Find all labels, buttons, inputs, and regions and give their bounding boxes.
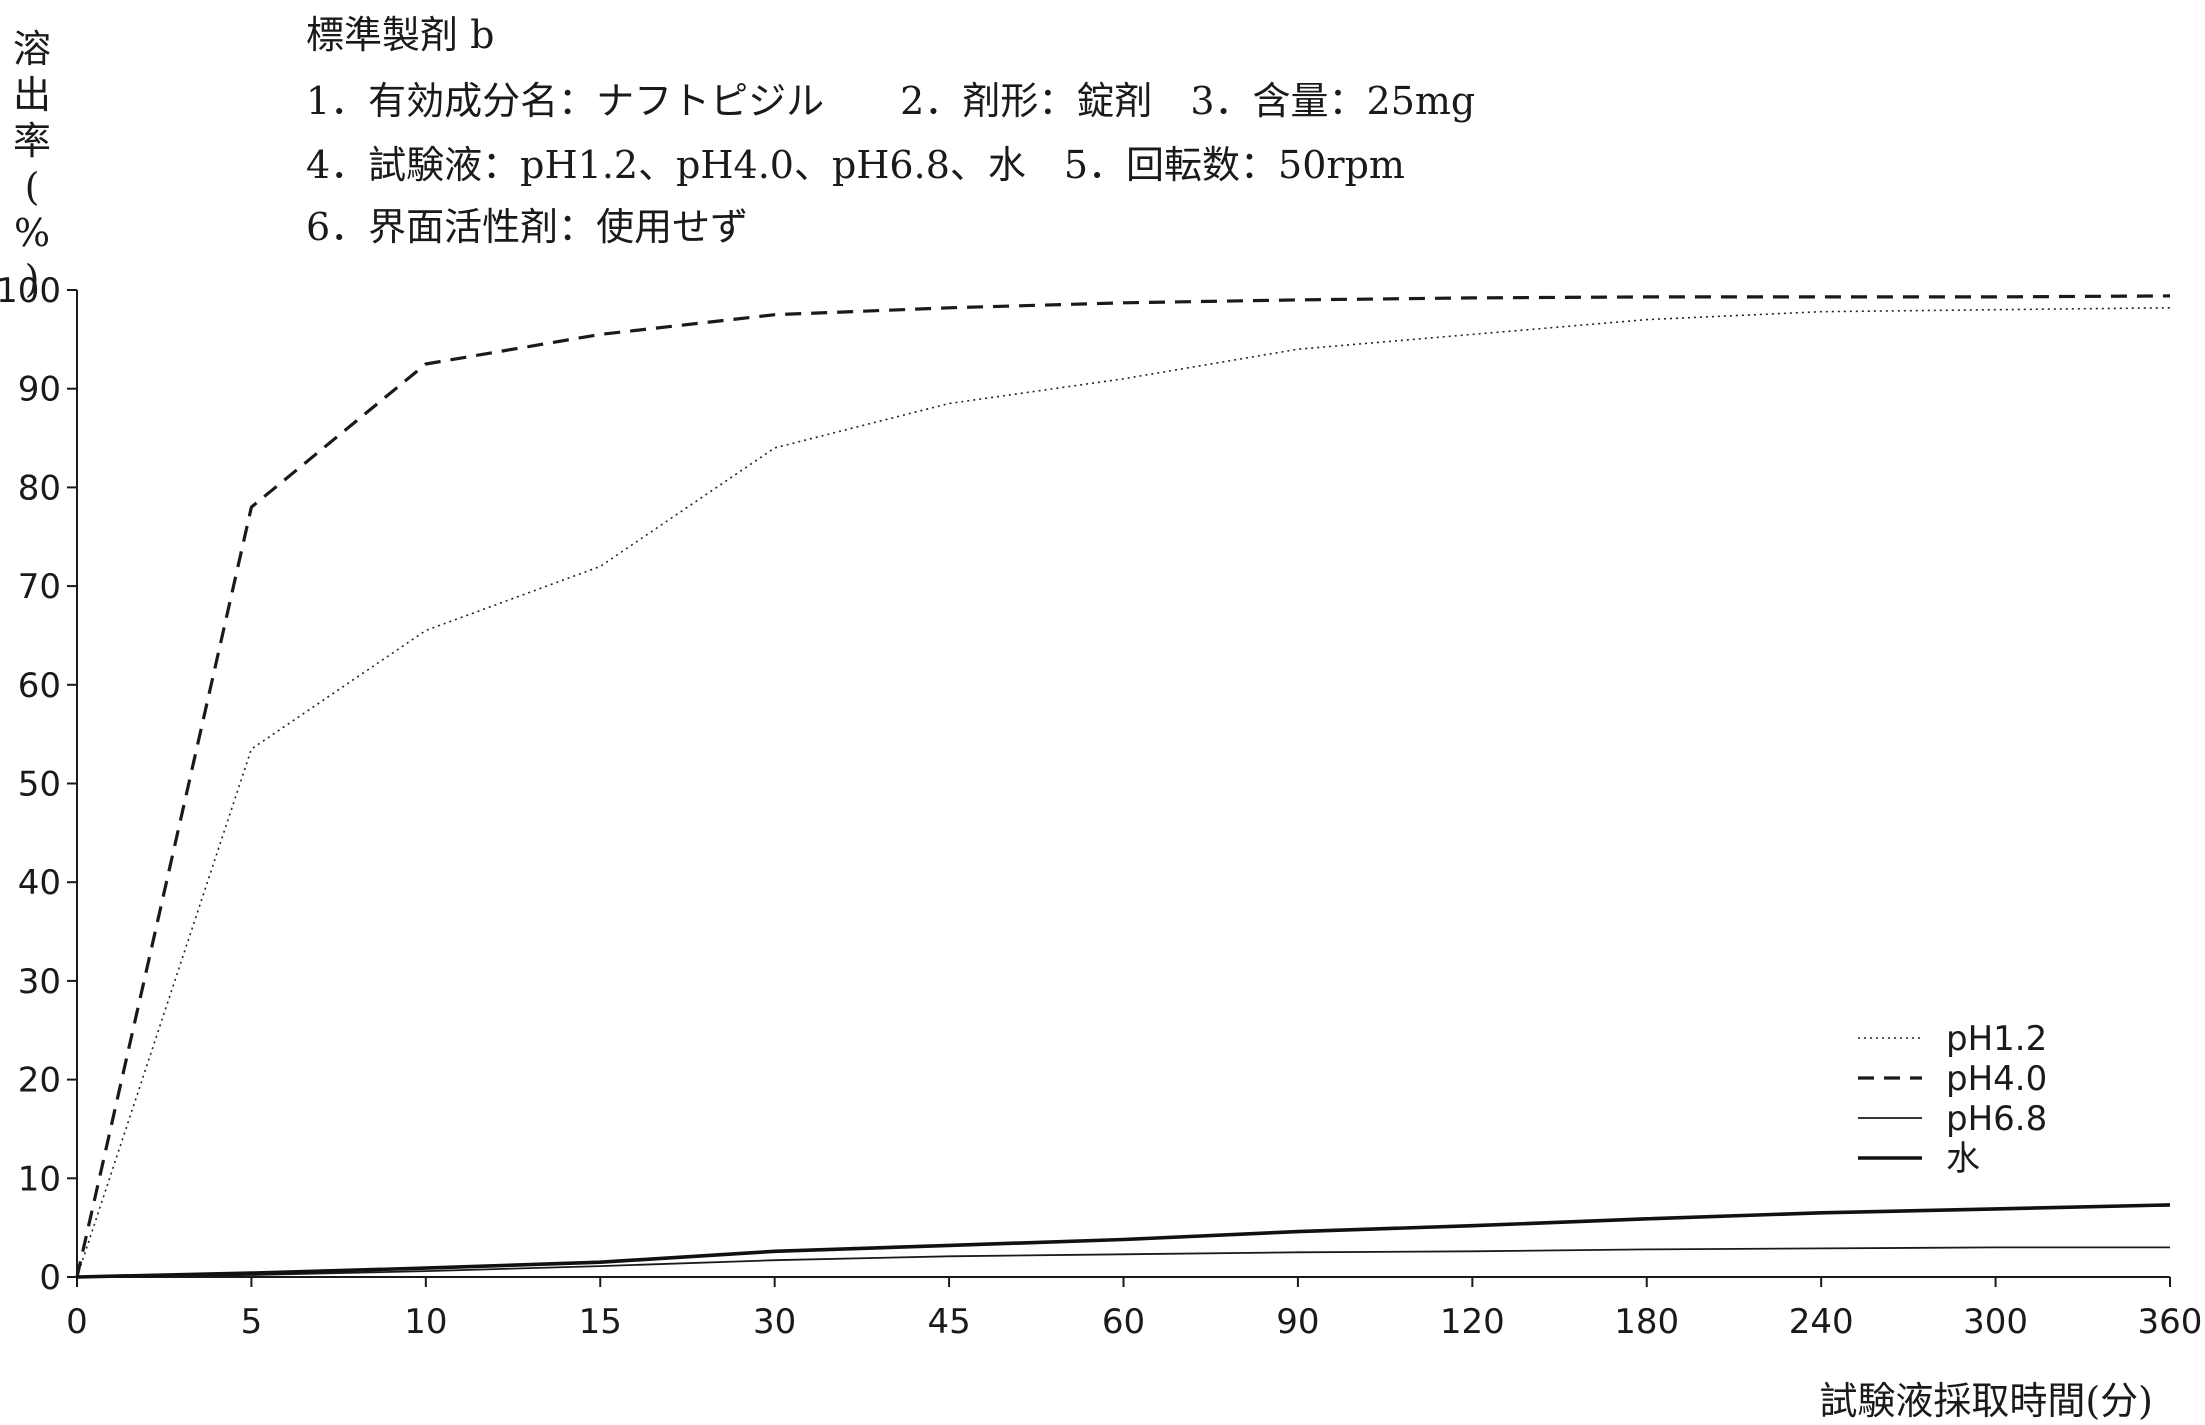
x-tick-label: 15 — [579, 1302, 622, 1342]
x-tick-label: 60 — [1102, 1302, 1145, 1342]
chart-header-line-2: 4．試験液：pH1.2、pH4.0、pH6.8、水 5．回転数：50rpm — [306, 143, 1405, 187]
y-axis-label-char: % — [13, 211, 51, 255]
series-line-3 — [76, 1246, 2170, 1278]
y-axis-label-char: 出 — [12, 73, 51, 117]
x-axis-label: 試験液採取時間(分) — [1819, 1379, 2153, 1423]
y-tick-label: 60 — [18, 666, 61, 706]
y-tick-label: 100 — [0, 271, 61, 311]
legend-label: pH4.0 — [1946, 1059, 2047, 1099]
legend-label: pH1.2 — [1946, 1019, 2047, 1059]
y-tick-label: 80 — [18, 468, 61, 508]
x-tick-label: 0 — [66, 1302, 88, 1342]
y-tick-label: 30 — [18, 962, 61, 1002]
series-line-2 — [75, 294, 2171, 1278]
x-tick-label: 120 — [1440, 1302, 1505, 1342]
x-tick-label: 90 — [1276, 1302, 1319, 1342]
y-tick-label: 90 — [18, 370, 61, 410]
x-tick-label: 180 — [1614, 1302, 1679, 1342]
y-axis-label-char: ( — [24, 165, 40, 209]
x-tick-label: 360 — [2138, 1302, 2203, 1342]
chart-header-line-1: 1．有効成分名：ナフトピジル 2．剤形：錠剤 3．含量：25mg — [306, 79, 1476, 123]
y-tick-label: 20 — [18, 1061, 61, 1101]
y-tick-label: 40 — [18, 863, 61, 903]
y-tick-label: 50 — [18, 765, 61, 805]
y-tick-label: 70 — [18, 567, 61, 607]
legend-label: pH6.8 — [1946, 1099, 2047, 1139]
series-line-1 — [76, 307, 2171, 1278]
x-tick-label: 300 — [1963, 1302, 2028, 1342]
y-axis-label-char: ) — [24, 257, 40, 301]
y-tick-label: 10 — [18, 1159, 61, 1199]
x-tick-label: 5 — [241, 1302, 263, 1342]
x-tick-label: 240 — [1789, 1302, 1854, 1342]
x-tick-label: 10 — [404, 1302, 447, 1342]
x-tick-label: 45 — [927, 1302, 970, 1342]
y-axis-label-char: 溶 — [12, 27, 51, 71]
x-tick-label: 30 — [753, 1302, 796, 1342]
chart-header-line-3: 6．界面活性剤：使用せず — [306, 205, 749, 249]
series-line-4 — [76, 1203, 2171, 1279]
legend-label: 水 — [1946, 1139, 1980, 1179]
y-tick-label: 0 — [39, 1258, 61, 1298]
y-axis-label: 溶出率(%) — [12, 26, 52, 302]
chart-header-title: 標準製剤 b — [306, 13, 495, 57]
y-axis-label-char: 率 — [12, 119, 51, 163]
